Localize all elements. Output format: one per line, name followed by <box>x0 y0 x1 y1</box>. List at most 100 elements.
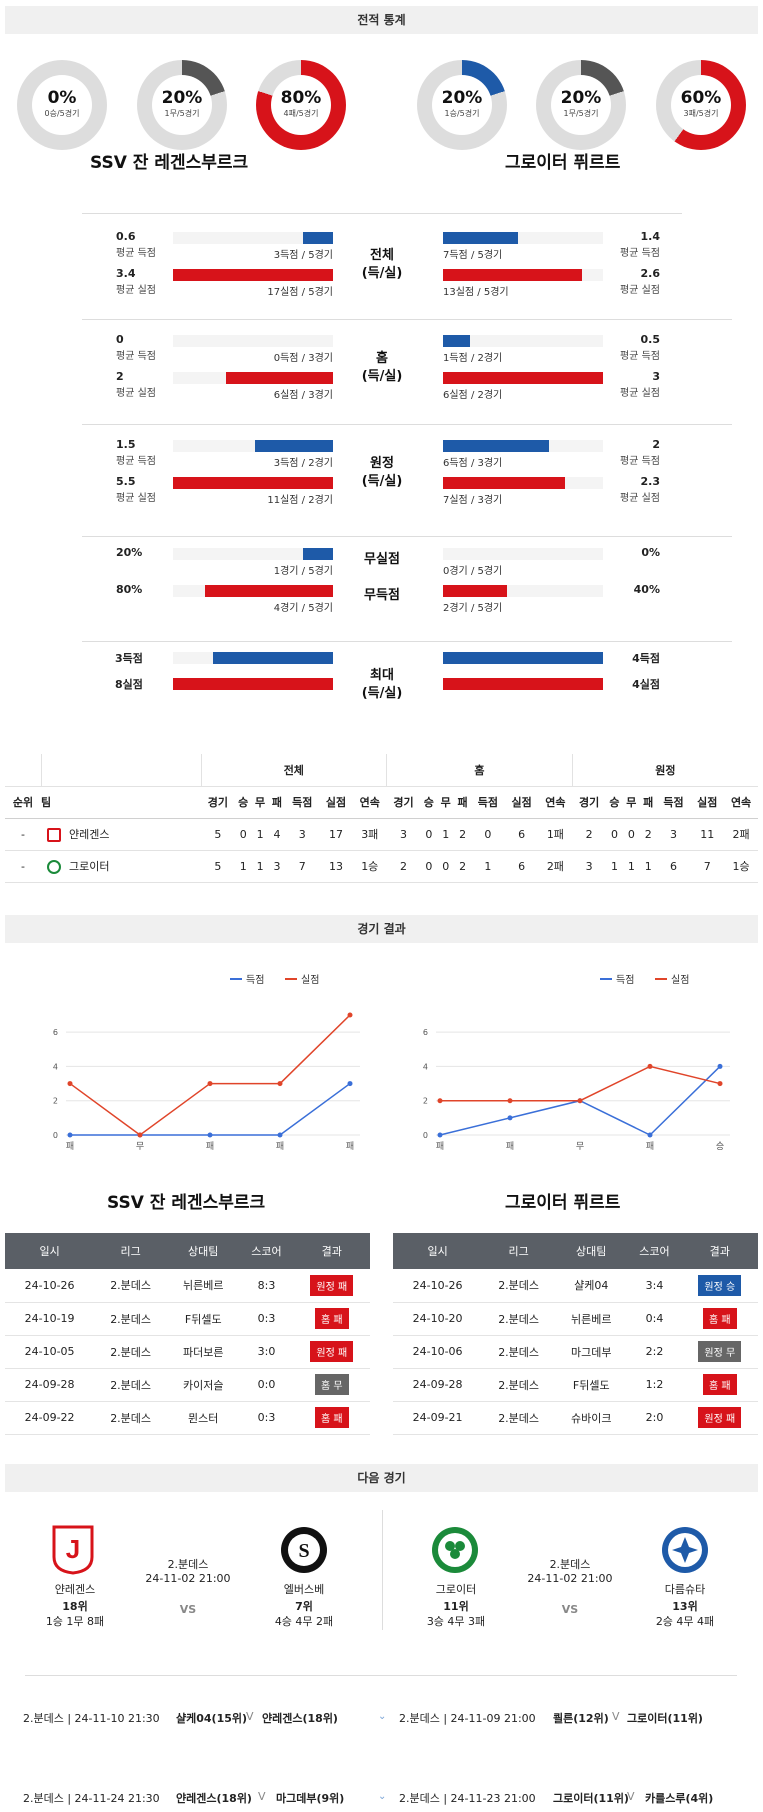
upcoming-right-team1[interactable]: 그로이터(11위) <box>553 1792 629 1805</box>
chevron-down-icon[interactable]: ⌄ <box>378 1791 387 1802</box>
result-cell: 홈 패 <box>293 1401 370 1435</box>
column-header: 스코어 <box>627 1233 682 1269</box>
blank-cell <box>41 754 202 787</box>
result-date: 24-10-26 <box>393 1269 483 1303</box>
stat-category: 무득점 <box>364 588 400 603</box>
column-header: 득점 <box>285 785 320 819</box>
x-tick-label: 패 <box>506 1141 514 1152</box>
bar-track <box>443 548 603 560</box>
chevron-down-icon[interactable]: ⌄ <box>378 1711 387 1722</box>
result-opp: 파더보른 <box>167 1335 240 1369</box>
away-stat-count: 1득점 / 2경기 <box>443 353 503 364</box>
stat-cell: 0 <box>471 818 505 851</box>
table-row: - 얀레겐스 5 0 1 4 3 17 3패 3 0 1 2 0 6 1패 2 0 0 2 3 11 2패 <box>5 818 758 851</box>
upcoming-right-info: 2.분데스 | 24-11-23 21:00 <box>399 1792 536 1805</box>
upcoming-left-team1[interactable]: 샬케04(15위) <box>176 1712 248 1725</box>
result-opp: 뉘른베르 <box>555 1302 628 1336</box>
ring-subtext: 3패/5경기 <box>683 109 719 118</box>
column-header: 일시 <box>5 1233 95 1269</box>
column-header: 패 <box>639 785 657 819</box>
percent-ring: 20% 1무/5경기 <box>137 60 227 150</box>
result-opp: 뮌스터 <box>167 1401 240 1435</box>
team-cell[interactable]: 그로이터 <box>41 850 201 883</box>
column-header: 패 <box>454 785 471 819</box>
away-stat-value: 0.5 <box>640 333 661 346</box>
column-header: 연속 <box>538 785 573 819</box>
result-league: 2.분데스 <box>482 1335 556 1369</box>
ring-center: 20% 1무/5경기 <box>551 75 611 135</box>
table-row: 24-09-21 2.분데스 슈바이크 2:0 원정 패 <box>393 1401 758 1435</box>
result-badge: 홈 패 <box>702 1374 737 1395</box>
ring-center: 20% 1무/5경기 <box>152 75 212 135</box>
stats-section-title: 전적 통계 <box>5 6 758 34</box>
upcoming-left-team2[interactable]: 마그데부(9위) <box>276 1792 345 1805</box>
home-stat-value: 80% <box>116 583 143 596</box>
data-point <box>207 1132 213 1138</box>
stat-cell: 6 <box>656 850 691 883</box>
away-stat-count: 13실점 / 5경기 <box>443 287 509 298</box>
upcoming-right-vs: V <box>612 1710 620 1723</box>
percent-ring: 80% 4패/5경기 <box>256 60 346 150</box>
result-date: 24-09-28 <box>5 1368 95 1402</box>
ring-center: 0% 0승/5경기 <box>32 75 92 135</box>
stat-cell: 13 <box>319 850 353 883</box>
home-stat-label: 평균 득점 <box>116 351 156 362</box>
stat-cell: 7 <box>285 850 320 883</box>
result-score: 0:3 <box>239 1401 294 1435</box>
stat-cell: 1 <box>639 850 657 883</box>
stat-cell: 6 <box>504 818 539 851</box>
result-date: 24-09-28 <box>393 1368 483 1402</box>
results-section-title: 경기 결과 <box>5 915 758 943</box>
result-league: 2.분데스 <box>94 1401 168 1435</box>
result-badge: 원정 패 <box>310 1274 354 1296</box>
y-tick-label: 2 <box>423 1097 428 1106</box>
away-stat-value: 0% <box>641 546 660 559</box>
upcoming-left-team2[interactable]: 얀레겐스(18위) <box>262 1712 338 1725</box>
upcoming-left-vs: V <box>258 1790 266 1803</box>
upcoming-right-team2[interactable]: 카를스루(4위) <box>645 1792 714 1805</box>
column-header: 패 <box>268 785 286 819</box>
standings-table: 전체 홈 원정 순위 팀 경기 승 무 패 득점 실점 연속 경기 승 무 패 득점 실점 연속 경기 승 무 패 득점… <box>5 754 758 883</box>
rank-cell: - <box>5 850 41 883</box>
stat-category: (득/실) <box>361 686 403 701</box>
result-date: 24-10-06 <box>393 1335 483 1369</box>
data-point <box>437 1098 443 1104</box>
home-stat-label: 평균 실점 <box>116 388 156 399</box>
away-stat-bar <box>443 585 507 597</box>
home-stat-label: 평균 득점 <box>116 456 156 467</box>
away-stat-value: 40% <box>633 583 660 596</box>
data-point <box>67 1081 73 1087</box>
team-cell[interactable]: 얀레겐스 <box>41 818 201 851</box>
next-right-league: 2.분데스 <box>549 1558 591 1571</box>
data-point <box>347 1081 353 1087</box>
next-left-home-rank: 18위 <box>62 1600 88 1613</box>
data-point <box>347 1012 353 1018</box>
result-opp: 뉘른베르 <box>167 1269 240 1303</box>
divider <box>82 641 732 642</box>
series-line <box>69 1014 351 1136</box>
ring-percent: 80% <box>280 88 322 108</box>
home-stat-value: 20% <box>116 546 143 559</box>
ring-percent: 20% <box>441 88 483 108</box>
home-results-table: 일시 리그 상대팀 스코어 결과 24-10-26 2.분데스 뉘른베르 8:3 원정 패 24-… <box>5 1233 370 1435</box>
data-point <box>437 1132 443 1138</box>
upcoming-right-info: 2.분데스 | 24-11-09 21:00 <box>399 1712 536 1725</box>
upcoming-left-team1[interactable]: 얀레겐스(18위) <box>176 1792 252 1805</box>
home-stat-value: 5.5 <box>116 475 136 488</box>
divider <box>82 319 732 320</box>
home-stat-value: 0 <box>116 333 124 346</box>
jahn-regensburg-logo-icon: J <box>50 1525 96 1575</box>
stat-category: 전체 <box>370 248 394 263</box>
upcoming-right-team1[interactable]: 쾰른(12위) <box>553 1712 609 1725</box>
upcoming-right-team2[interactable]: 그로이터(11위) <box>627 1712 703 1725</box>
stat-cell: 1승 <box>352 850 387 883</box>
home-stat-bar <box>173 678 333 690</box>
data-point <box>647 1063 653 1069</box>
column-header: 득점 <box>471 785 505 819</box>
home-stat-value: 8실점 <box>115 678 143 691</box>
stat-cell: 2 <box>572 818 606 851</box>
greuther-furth-logo-icon <box>430 1525 478 1573</box>
next-section-title: 다음 경기 <box>5 1464 758 1492</box>
column-header: 실점 <box>319 785 353 819</box>
stat-cell: 17 <box>319 818 353 851</box>
